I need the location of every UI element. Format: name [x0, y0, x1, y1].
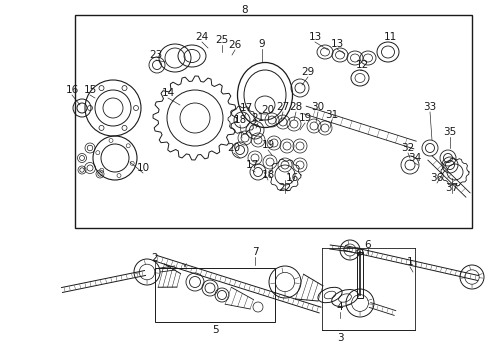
Text: 32: 32: [401, 143, 415, 153]
Text: 13: 13: [308, 32, 321, 42]
Text: 5: 5: [212, 325, 219, 335]
Text: 26: 26: [228, 40, 242, 50]
Text: 11: 11: [383, 32, 396, 42]
Text: 4: 4: [337, 302, 343, 312]
Text: 14: 14: [161, 88, 174, 98]
Text: 36: 36: [430, 173, 443, 183]
Text: 37: 37: [445, 183, 459, 193]
Text: 22: 22: [278, 183, 292, 193]
Text: 27: 27: [276, 102, 290, 112]
Text: 18: 18: [261, 170, 274, 180]
Text: 6: 6: [365, 240, 371, 250]
Text: 12: 12: [355, 60, 368, 70]
Text: 16: 16: [285, 173, 298, 183]
Text: 21: 21: [251, 113, 265, 123]
Text: 17: 17: [240, 103, 253, 113]
Text: 1: 1: [407, 257, 413, 267]
Bar: [75, 15, 472, 228]
Text: 33: 33: [423, 102, 437, 112]
Text: 16: 16: [65, 85, 78, 95]
Text: 19: 19: [261, 140, 274, 150]
Text: 28: 28: [290, 102, 303, 112]
Text: 13: 13: [330, 39, 343, 49]
Text: 10: 10: [136, 163, 149, 173]
Text: 24: 24: [196, 32, 209, 42]
Text: 18: 18: [233, 115, 246, 125]
Text: 8: 8: [242, 5, 248, 15]
Text: 34: 34: [408, 153, 421, 163]
Bar: [357, 252, 363, 298]
Text: 31: 31: [325, 110, 339, 120]
Text: 30: 30: [312, 102, 324, 112]
Text: 35: 35: [443, 127, 457, 137]
Text: 2: 2: [152, 253, 158, 263]
Bar: [155, 268, 275, 322]
Text: 25: 25: [216, 35, 229, 45]
Text: 20: 20: [262, 105, 274, 115]
Text: 20: 20: [227, 143, 241, 153]
Text: 9: 9: [259, 39, 265, 49]
Text: 23: 23: [149, 50, 163, 60]
Text: 15: 15: [83, 85, 97, 95]
Text: 7: 7: [252, 247, 258, 257]
Text: 19: 19: [298, 113, 312, 123]
Text: 17: 17: [245, 160, 259, 170]
Text: 3: 3: [337, 333, 343, 343]
Text: 29: 29: [301, 67, 315, 77]
